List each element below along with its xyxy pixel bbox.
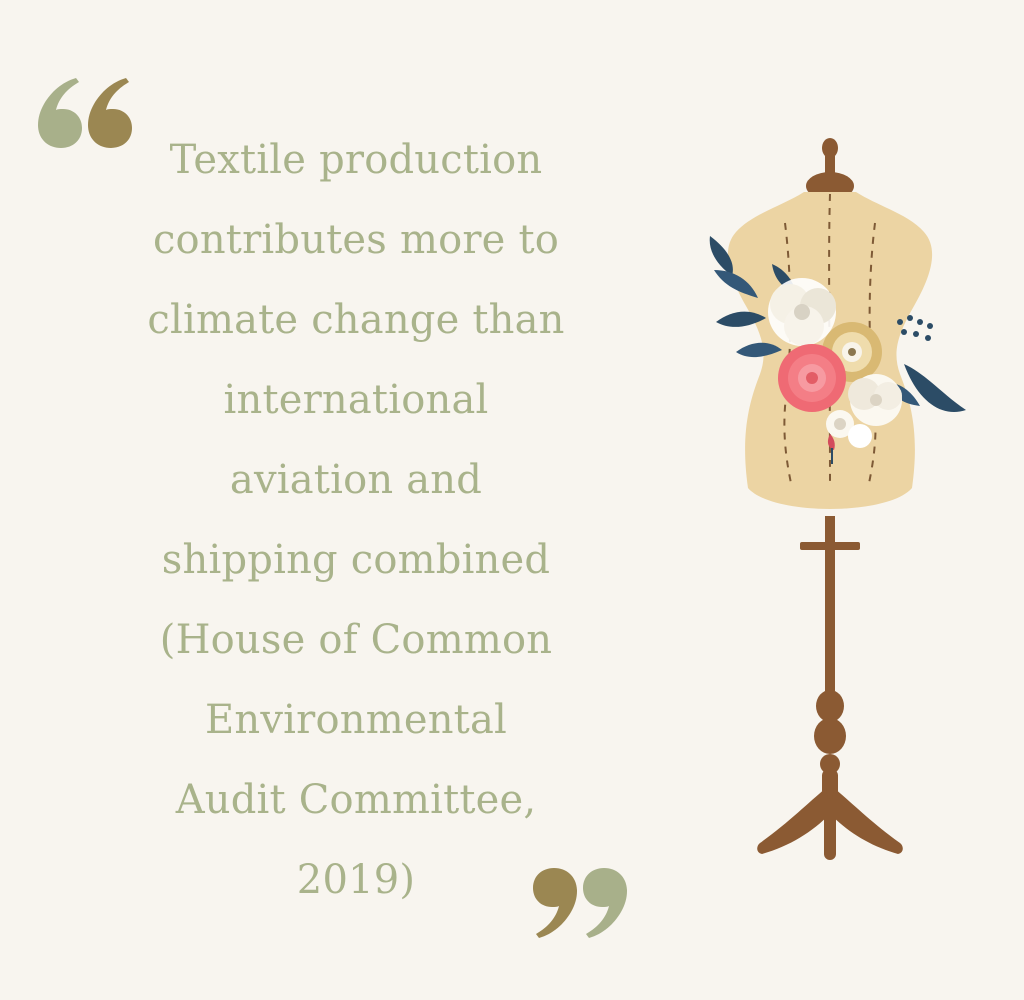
quote-line-9: Audit Committee,: [175, 777, 537, 823]
quote-line-2: contributes more to: [152, 217, 560, 263]
quote-text: Textile production contributes more to c…: [112, 120, 600, 920]
open-quote-left-glyph: [38, 78, 82, 148]
quote-line-4: international: [223, 377, 489, 423]
mannequin-neck-cap: [806, 138, 854, 200]
quote-line-1: Textile production: [169, 137, 543, 183]
close-quote-mark-icon: [533, 868, 627, 938]
mannequin-stand: [757, 516, 903, 860]
white-flower-small: [826, 374, 902, 448]
quote-line-10: 2019): [296, 857, 416, 903]
quote-line-6: shipping combined: [161, 537, 551, 583]
quote-line-8: Environmental: [205, 697, 507, 743]
navy-leaves: [709, 236, 966, 420]
white-flower-large: [768, 278, 836, 346]
pink-bud: [827, 434, 835, 464]
dress-form-illustration: [709, 138, 966, 860]
open-quote-right-glyph: [88, 78, 132, 148]
quote-line-3: climate change than: [147, 297, 565, 343]
quote-line-7: (House of Common: [159, 617, 553, 663]
close-quote-right-glyph: [583, 868, 627, 938]
berries: [897, 315, 933, 341]
close-quote-left-glyph: [533, 868, 577, 938]
quote-line-5: aviation and: [229, 457, 483, 503]
pink-dahlia: [778, 344, 846, 412]
flower-bouquet: [709, 236, 966, 464]
open-quote-mark-icon: [38, 78, 132, 148]
